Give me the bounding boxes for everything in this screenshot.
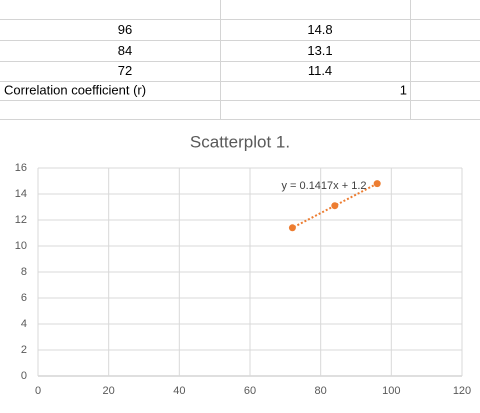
point (373, 180, 381, 188)
y-tick-label: 8 (21, 266, 27, 278)
y-tick-label: 12 (15, 214, 27, 226)
y-tick-label: 4 (21, 318, 27, 330)
chart-title: Scatterplot 1. (190, 132, 290, 151)
cell: 84 (118, 43, 132, 58)
y-tick-label: 14 (15, 188, 27, 200)
x-tick-label: 20 (103, 385, 115, 397)
x-tick-label: 100 (382, 385, 400, 397)
cell: 13.1 (307, 43, 332, 58)
cell: 1 (400, 82, 407, 97)
x-tick-label: 80 (315, 385, 327, 397)
y-tick-label: 2 (21, 344, 27, 356)
cell: 72 (118, 63, 132, 78)
x-tick-label: 60 (244, 385, 256, 397)
y-tick-label: 10 (15, 240, 27, 252)
point (288, 224, 296, 232)
x-tick-label: 40 (173, 385, 185, 397)
y-tick-label: 6 (21, 292, 27, 304)
x-tick-label: 120 (453, 385, 471, 397)
cell: 11.4 (308, 63, 332, 78)
point (331, 202, 339, 210)
y-tick-label: 0 (21, 370, 27, 382)
trendline-label: y = 0.1417x + 1.2 (281, 180, 366, 192)
cell: Correlation coefficient (r) (4, 82, 146, 97)
x-tick-label: 0 (35, 385, 41, 397)
cell: 96 (118, 22, 132, 37)
cell: 14.8 (307, 22, 332, 37)
sheet-grid (0, 0, 480, 120)
y-tick-label: 16 (15, 162, 27, 174)
